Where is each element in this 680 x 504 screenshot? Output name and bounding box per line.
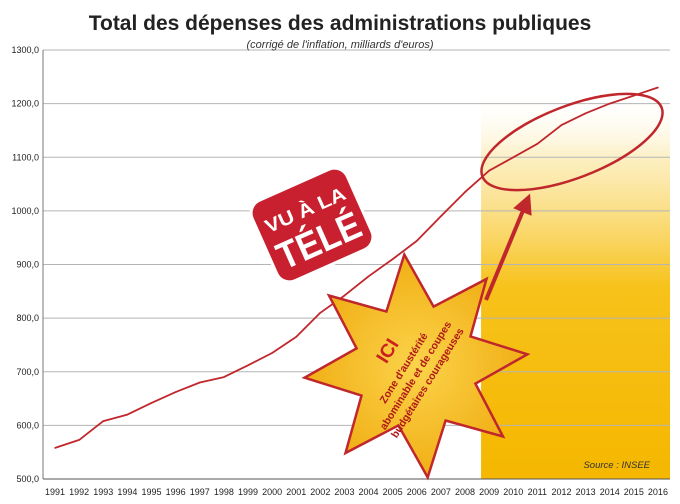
data-point (560, 124, 563, 126)
x-tick-label: 2002 (310, 487, 330, 497)
x-tick-label: 2015 (624, 487, 644, 497)
x-tick-label: 2013 (576, 487, 596, 497)
data-point (247, 364, 249, 367)
x-tick-label: 1998 (214, 487, 234, 497)
x-tick-label: 2006 (407, 487, 427, 497)
data-point (367, 275, 370, 278)
annotation-ellipse (480, 92, 664, 192)
y-tick-label: 500,0 (16, 474, 39, 484)
x-tick-label: 1999 (238, 487, 258, 497)
chart-subtitle: (corrigé de l'inflation, milliards d'eur… (247, 39, 434, 51)
data-point (174, 391, 177, 393)
x-tick-label: 2000 (262, 487, 282, 497)
x-tick-label: 1994 (117, 487, 137, 497)
data-point (488, 169, 490, 172)
y-tick-label: 1000,0 (11, 206, 39, 216)
tv-badge-shape (249, 166, 375, 284)
source-note: Source : INSEE (583, 460, 650, 471)
data-point (391, 258, 394, 260)
starburst: ICI Zone d'austérité abominable et de co… (301, 251, 531, 481)
x-tick-label: 2014 (600, 487, 620, 497)
x-tick-labels: 1991 1992 1993 1994 1995 1996 1997 1998 1999 2000… (45, 487, 668, 497)
data-point (657, 86, 659, 89)
data-point (343, 294, 346, 297)
x-tick-label: 2009 (479, 487, 499, 497)
x-tick-label: 2005 (383, 487, 403, 497)
axes (42, 50, 670, 480)
x-tick-label: 2003 (334, 487, 354, 497)
annotation-arrow (484, 193, 532, 301)
data-point (295, 336, 298, 338)
data-point (440, 215, 442, 218)
x-tick-label: 2004 (359, 487, 379, 497)
data-point (584, 112, 587, 115)
y-tick-label: 900,0 (16, 260, 39, 270)
y-tick-label: 800,0 (16, 313, 39, 323)
x-tick-label: 2001 (286, 487, 306, 497)
x-tick-label: 1993 (93, 487, 113, 497)
data-point (415, 240, 418, 242)
x-tick-label: 2008 (455, 487, 475, 497)
data-point (536, 143, 539, 145)
data-point (54, 447, 56, 449)
data-point (150, 402, 153, 404)
y-tick-label: 600,0 (16, 420, 39, 430)
data-point (198, 381, 201, 384)
x-tick-label: 1996 (166, 487, 186, 497)
series-layer (54, 86, 659, 449)
x-tick-label: 1995 (142, 487, 162, 497)
x-tick-label: 2010 (503, 487, 523, 497)
y-tick-label: 700,0 (16, 367, 39, 377)
data-point (126, 413, 129, 416)
chart-title: Total des dépenses des administrations p… (89, 12, 592, 35)
x-tick-label: 1992 (69, 487, 89, 497)
series-line (54, 86, 659, 449)
tv-badge: VU À LA TÉLÉ (249, 166, 375, 284)
y-tick-labels: 500,0 600,0 700,0 800,0 900,0 1000,0 1100,0 120… (11, 45, 39, 484)
data-point (102, 420, 105, 422)
data-point (271, 352, 273, 354)
x-tick-label: 2016 (648, 487, 668, 497)
data-point (608, 102, 611, 105)
data-point (319, 311, 322, 314)
starburst-shape (301, 251, 531, 481)
x-tick-label: 1997 (190, 487, 210, 497)
data-point (464, 191, 466, 193)
data-point (512, 156, 515, 159)
data-point (223, 376, 225, 378)
x-tick-label: 2007 (431, 487, 451, 497)
y-tick-label: 1100,0 (12, 152, 39, 162)
y-tick-label: 1300,0 (11, 45, 39, 55)
data-point (78, 439, 80, 441)
highlight-region (481, 92, 670, 480)
x-tick-label: 2012 (551, 487, 571, 497)
x-tick-label: 1991 (45, 487, 65, 497)
x-tick-label: 2011 (528, 487, 547, 497)
y-tick-label: 1200,0 (11, 99, 39, 109)
